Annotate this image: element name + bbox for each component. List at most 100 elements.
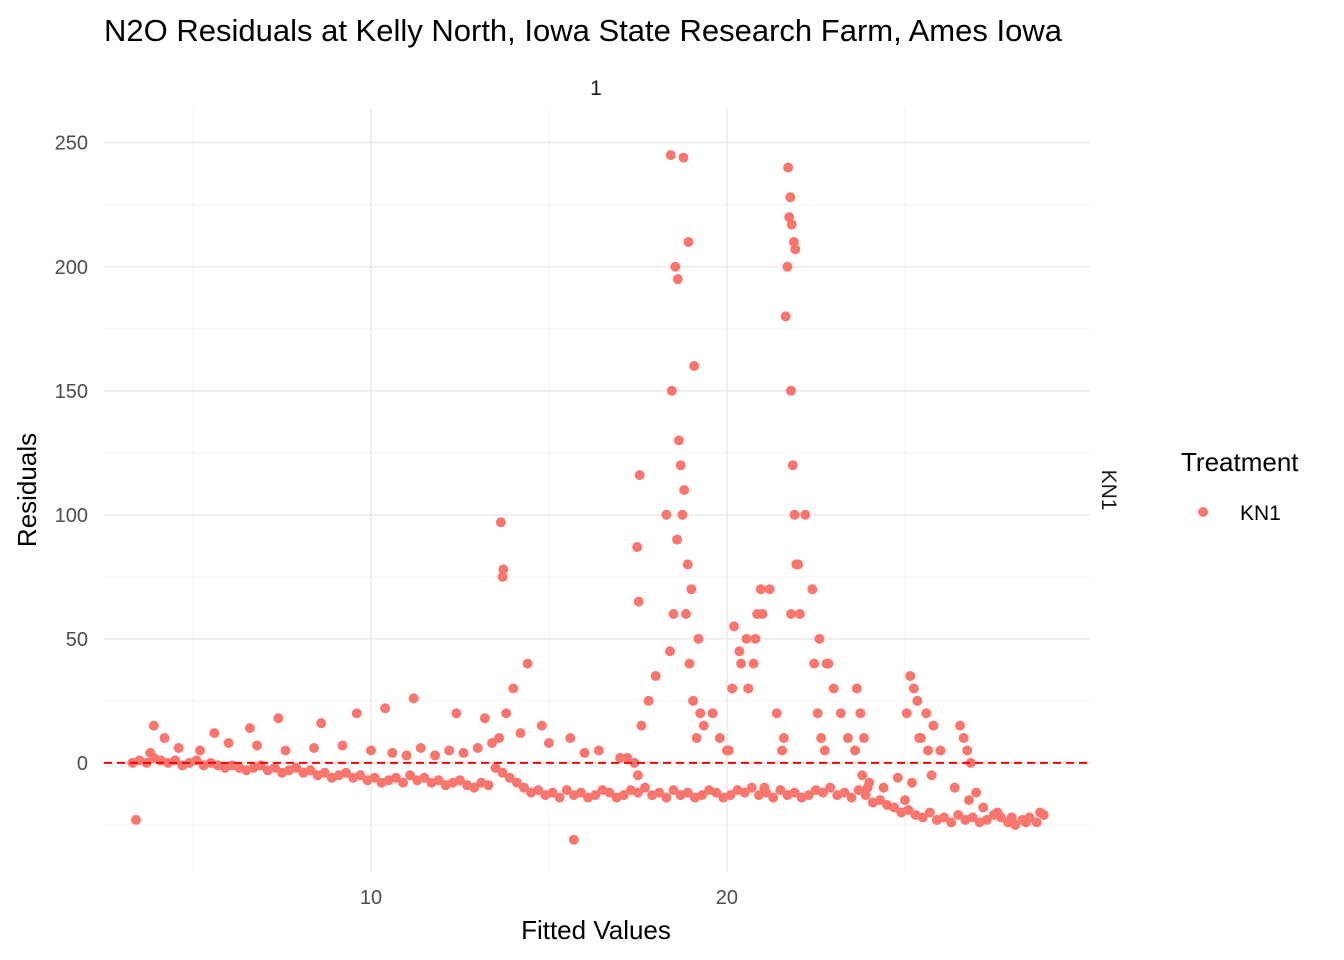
- data-point: [775, 785, 786, 796]
- facet-strip-top: 1: [590, 77, 602, 100]
- data-point: [790, 244, 801, 255]
- data-point: [309, 742, 320, 753]
- data-point: [1020, 817, 1031, 828]
- data-point: [664, 646, 675, 657]
- data-point: [789, 509, 800, 520]
- data-point: [398, 777, 409, 788]
- data-point: [739, 787, 750, 798]
- data-point: [504, 772, 515, 783]
- data-point: [1035, 807, 1046, 818]
- data-point: [351, 708, 362, 719]
- data-point: [963, 795, 974, 806]
- data-point: [828, 683, 839, 694]
- data-point: [946, 817, 957, 828]
- data-point: [783, 162, 794, 173]
- data-point: [746, 782, 757, 793]
- data-point: [835, 708, 846, 719]
- legend: Treatment KN1: [1181, 447, 1299, 525]
- data-point: [688, 695, 699, 706]
- legend-label-kn1: KN1: [1240, 502, 1281, 525]
- data-point: [568, 834, 579, 845]
- x-tick-label: 10: [360, 887, 382, 909]
- data-point: [901, 708, 912, 719]
- data-point: [695, 708, 706, 719]
- data-point: [771, 708, 782, 719]
- data-point: [786, 219, 797, 230]
- data-point: [483, 780, 494, 791]
- data-point: [497, 767, 508, 778]
- x-axis-title: Fitted Values: [521, 915, 671, 945]
- data-point: [678, 152, 689, 163]
- data-point: [725, 790, 736, 801]
- data-point: [791, 559, 802, 570]
- data-point: [912, 695, 923, 706]
- data-point: [711, 787, 722, 798]
- y-tick-label: 250: [55, 133, 88, 155]
- data-point: [800, 509, 811, 520]
- legend-key-kn1: [1198, 507, 1208, 517]
- data-point: [316, 718, 327, 729]
- data-point: [643, 695, 654, 706]
- data-point: [874, 795, 885, 806]
- data-point: [921, 708, 932, 719]
- data-point: [823, 658, 834, 669]
- data-point: [1010, 819, 1021, 830]
- data-point: [741, 633, 752, 644]
- legend-title: Treatment: [1181, 447, 1299, 477]
- data-point: [907, 777, 918, 788]
- data-point: [812, 708, 823, 719]
- data-point: [729, 621, 740, 632]
- data-point: [743, 683, 754, 694]
- data-point: [419, 772, 430, 783]
- data-point: [479, 713, 490, 724]
- data-point: [501, 708, 512, 719]
- data-point: [924, 807, 935, 818]
- data-point: [777, 745, 788, 756]
- chart-title: N2O Residuals at Kelly North, Iowa State…: [104, 13, 1063, 48]
- data-point: [665, 150, 676, 161]
- data-point: [816, 733, 827, 744]
- data-point: [519, 782, 530, 793]
- data-point: [691, 733, 702, 744]
- data-point: [992, 807, 1003, 818]
- data-point: [618, 790, 629, 801]
- data-point: [962, 745, 973, 756]
- data-point: [734, 646, 745, 657]
- y-tick-label: 200: [55, 257, 88, 279]
- data-point: [305, 765, 316, 776]
- y-tick-label: 100: [55, 505, 88, 527]
- data-point: [632, 770, 643, 781]
- data-point: [365, 745, 376, 756]
- data-point: [454, 775, 465, 786]
- data-point: [173, 742, 184, 753]
- data-point: [750, 633, 761, 644]
- data-point: [579, 747, 590, 758]
- data-point: [892, 772, 903, 783]
- data-point: [252, 740, 263, 751]
- data-point: [853, 785, 864, 796]
- data-point: [939, 812, 950, 823]
- data-point: [561, 785, 572, 796]
- data-point: [782, 261, 793, 272]
- data-point: [889, 802, 900, 813]
- data-point: [159, 733, 170, 744]
- data-point: [755, 584, 766, 595]
- facet-strip-right: KN1: [1097, 470, 1120, 511]
- data-point: [714, 733, 725, 744]
- data-point: [965, 757, 976, 768]
- data-point: [622, 752, 633, 763]
- data-point: [981, 814, 992, 825]
- data-point: [670, 261, 681, 272]
- data-point: [953, 809, 964, 820]
- data-point: [380, 703, 391, 714]
- data-point: [495, 517, 506, 528]
- data-point: [444, 745, 455, 756]
- data-point: [497, 571, 508, 582]
- data-point: [668, 785, 679, 796]
- data-point: [748, 658, 759, 669]
- data-point: [693, 633, 704, 644]
- data-point: [458, 747, 469, 758]
- data-point: [857, 770, 868, 781]
- y-tick-label: 50: [66, 629, 88, 651]
- data-point: [369, 772, 380, 783]
